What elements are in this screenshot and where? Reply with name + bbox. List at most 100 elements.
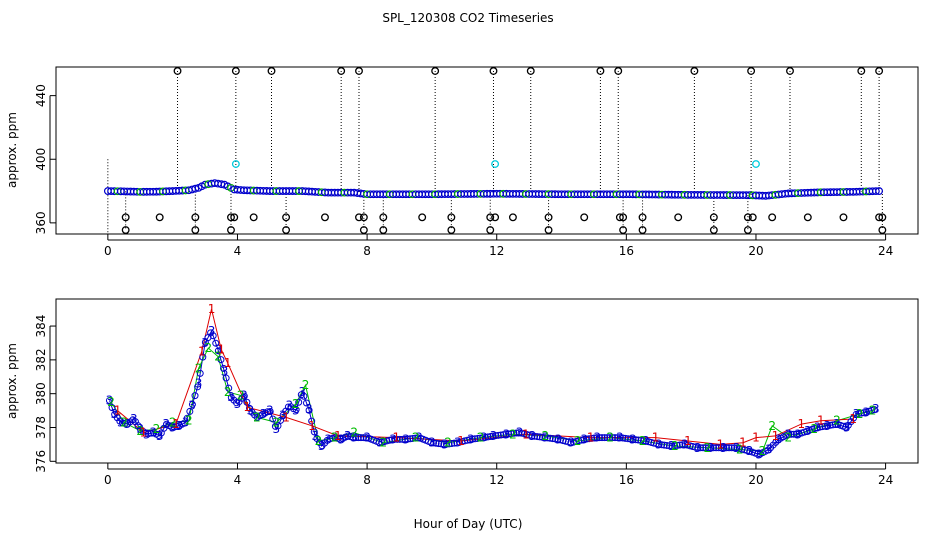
series-point-3 bbox=[538, 433, 546, 441]
series-point-3 bbox=[546, 434, 554, 442]
series-marker-2: 2 bbox=[509, 427, 517, 441]
series-marker-3: 3 bbox=[344, 429, 352, 443]
spike-point-bottom bbox=[191, 226, 200, 234]
series-marker-1: 1 bbox=[334, 429, 342, 443]
series-marker-1: 1 bbox=[243, 400, 251, 414]
series-marker-3: 3 bbox=[298, 385, 306, 399]
series-marker-2: 2 bbox=[833, 414, 841, 428]
spike-point-high bbox=[786, 67, 794, 75]
series-point-3 bbox=[606, 434, 614, 442]
series-marker-3: 3 bbox=[606, 431, 614, 445]
series-point-3 bbox=[593, 434, 601, 442]
series-marker-2: 2 bbox=[224, 385, 232, 399]
spike-point-bottom bbox=[282, 226, 291, 234]
series-marker-2: 2 bbox=[107, 395, 115, 409]
series-point-3 bbox=[787, 430, 795, 438]
series-point-3 bbox=[671, 442, 679, 450]
series-marker-3: 3 bbox=[305, 402, 313, 416]
series-marker-3: 3 bbox=[324, 432, 332, 446]
x-tick-label: 24 bbox=[878, 244, 893, 258]
series-marker-3: 3 bbox=[785, 427, 793, 441]
series-point-3 bbox=[435, 440, 443, 448]
x-tick-label: 24 bbox=[878, 473, 893, 487]
series-marker-1: 1 bbox=[308, 419, 316, 433]
series-marker-1: 1 bbox=[684, 434, 692, 448]
series-marker-3: 3 bbox=[441, 437, 449, 451]
series-marker-2: 2 bbox=[331, 431, 339, 445]
series-point-3 bbox=[712, 444, 720, 452]
x-tick-label: 20 bbox=[748, 473, 763, 487]
series-point-3 bbox=[717, 444, 725, 452]
spike-point-low bbox=[249, 213, 258, 222]
series-marker-3: 3 bbox=[415, 431, 423, 445]
series-marker-1: 1 bbox=[772, 429, 780, 443]
spike-point-bottom bbox=[709, 226, 718, 234]
series-marker-2: 2 bbox=[574, 434, 582, 448]
series-point-3 bbox=[406, 435, 414, 443]
series-marker-2: 2 bbox=[185, 414, 193, 428]
series-marker-3: 3 bbox=[853, 407, 861, 421]
spike-point-low bbox=[355, 213, 363, 222]
series-point-3 bbox=[707, 444, 715, 452]
series-point-3 bbox=[474, 434, 482, 442]
series-point-3 bbox=[507, 430, 515, 438]
series-point-3 bbox=[510, 429, 518, 437]
series-point-3 bbox=[531, 432, 539, 440]
series-point-3 bbox=[857, 409, 865, 417]
series-marker-2: 2 bbox=[869, 404, 877, 418]
series-point-3 bbox=[590, 434, 598, 442]
series-marker-1: 1 bbox=[739, 436, 747, 450]
y-tick-label: 382 bbox=[34, 348, 48, 371]
series-marker-3: 3 bbox=[195, 377, 203, 391]
spike-point-low bbox=[321, 213, 329, 222]
spike-point-low bbox=[743, 213, 752, 222]
series-point-3 bbox=[432, 439, 440, 447]
series-marker-3: 3 bbox=[214, 343, 222, 357]
series-point-3 bbox=[243, 398, 251, 406]
spike-point-low bbox=[709, 213, 718, 222]
x-tick-label: 16 bbox=[619, 244, 634, 258]
series-marker-2: 2 bbox=[639, 434, 647, 448]
series-point-3 bbox=[624, 435, 632, 443]
series-point-3 bbox=[401, 435, 409, 443]
series-marker-3: 3 bbox=[363, 431, 371, 445]
baseline-point bbox=[191, 184, 200, 193]
series-point-3 bbox=[240, 392, 248, 400]
series-marker-3: 3 bbox=[389, 432, 397, 446]
series-point-3 bbox=[502, 430, 510, 438]
y-tick-label: 360 bbox=[34, 211, 48, 234]
series-marker-3: 3 bbox=[668, 439, 676, 453]
series-point-3 bbox=[396, 435, 404, 443]
series-marker-3: 3 bbox=[273, 422, 281, 436]
series-marker-1: 1 bbox=[224, 356, 232, 370]
series-point-3 bbox=[186, 407, 194, 415]
series-point-3 bbox=[790, 430, 798, 438]
series-point-3 bbox=[676, 441, 684, 449]
spike-point-bottom bbox=[638, 226, 647, 234]
spike-point-low bbox=[748, 213, 757, 222]
spike-point-high bbox=[431, 67, 440, 75]
series-marker-3: 3 bbox=[746, 444, 754, 458]
series-marker-1: 1 bbox=[798, 417, 806, 431]
series-point-3 bbox=[411, 434, 419, 442]
series-marker-3: 3 bbox=[240, 388, 248, 402]
series-marker-1: 1 bbox=[114, 404, 122, 418]
bottom-y-axis: 376 378 380 382 384 bbox=[34, 315, 56, 473]
series-point-3 bbox=[699, 444, 707, 452]
spike-point-high bbox=[526, 67, 535, 75]
series-marker-1: 1 bbox=[849, 412, 857, 426]
series-marker-2: 2 bbox=[671, 439, 679, 453]
series-point-3 bbox=[450, 439, 458, 447]
series-marker-2: 2 bbox=[856, 407, 864, 421]
series-point-3 bbox=[668, 442, 676, 450]
series-marker-3: 3 bbox=[765, 442, 773, 456]
spike-point-low bbox=[839, 213, 848, 222]
series-marker-2: 2 bbox=[759, 444, 767, 458]
series-marker-1: 1 bbox=[282, 410, 290, 424]
spike-point-high bbox=[690, 67, 699, 75]
spike-point-bottom bbox=[447, 226, 456, 234]
series-marker-3: 3 bbox=[542, 431, 550, 445]
series-point-3 bbox=[725, 444, 733, 452]
x-tick-label: 16 bbox=[619, 473, 634, 487]
series-point-3 bbox=[142, 429, 150, 437]
